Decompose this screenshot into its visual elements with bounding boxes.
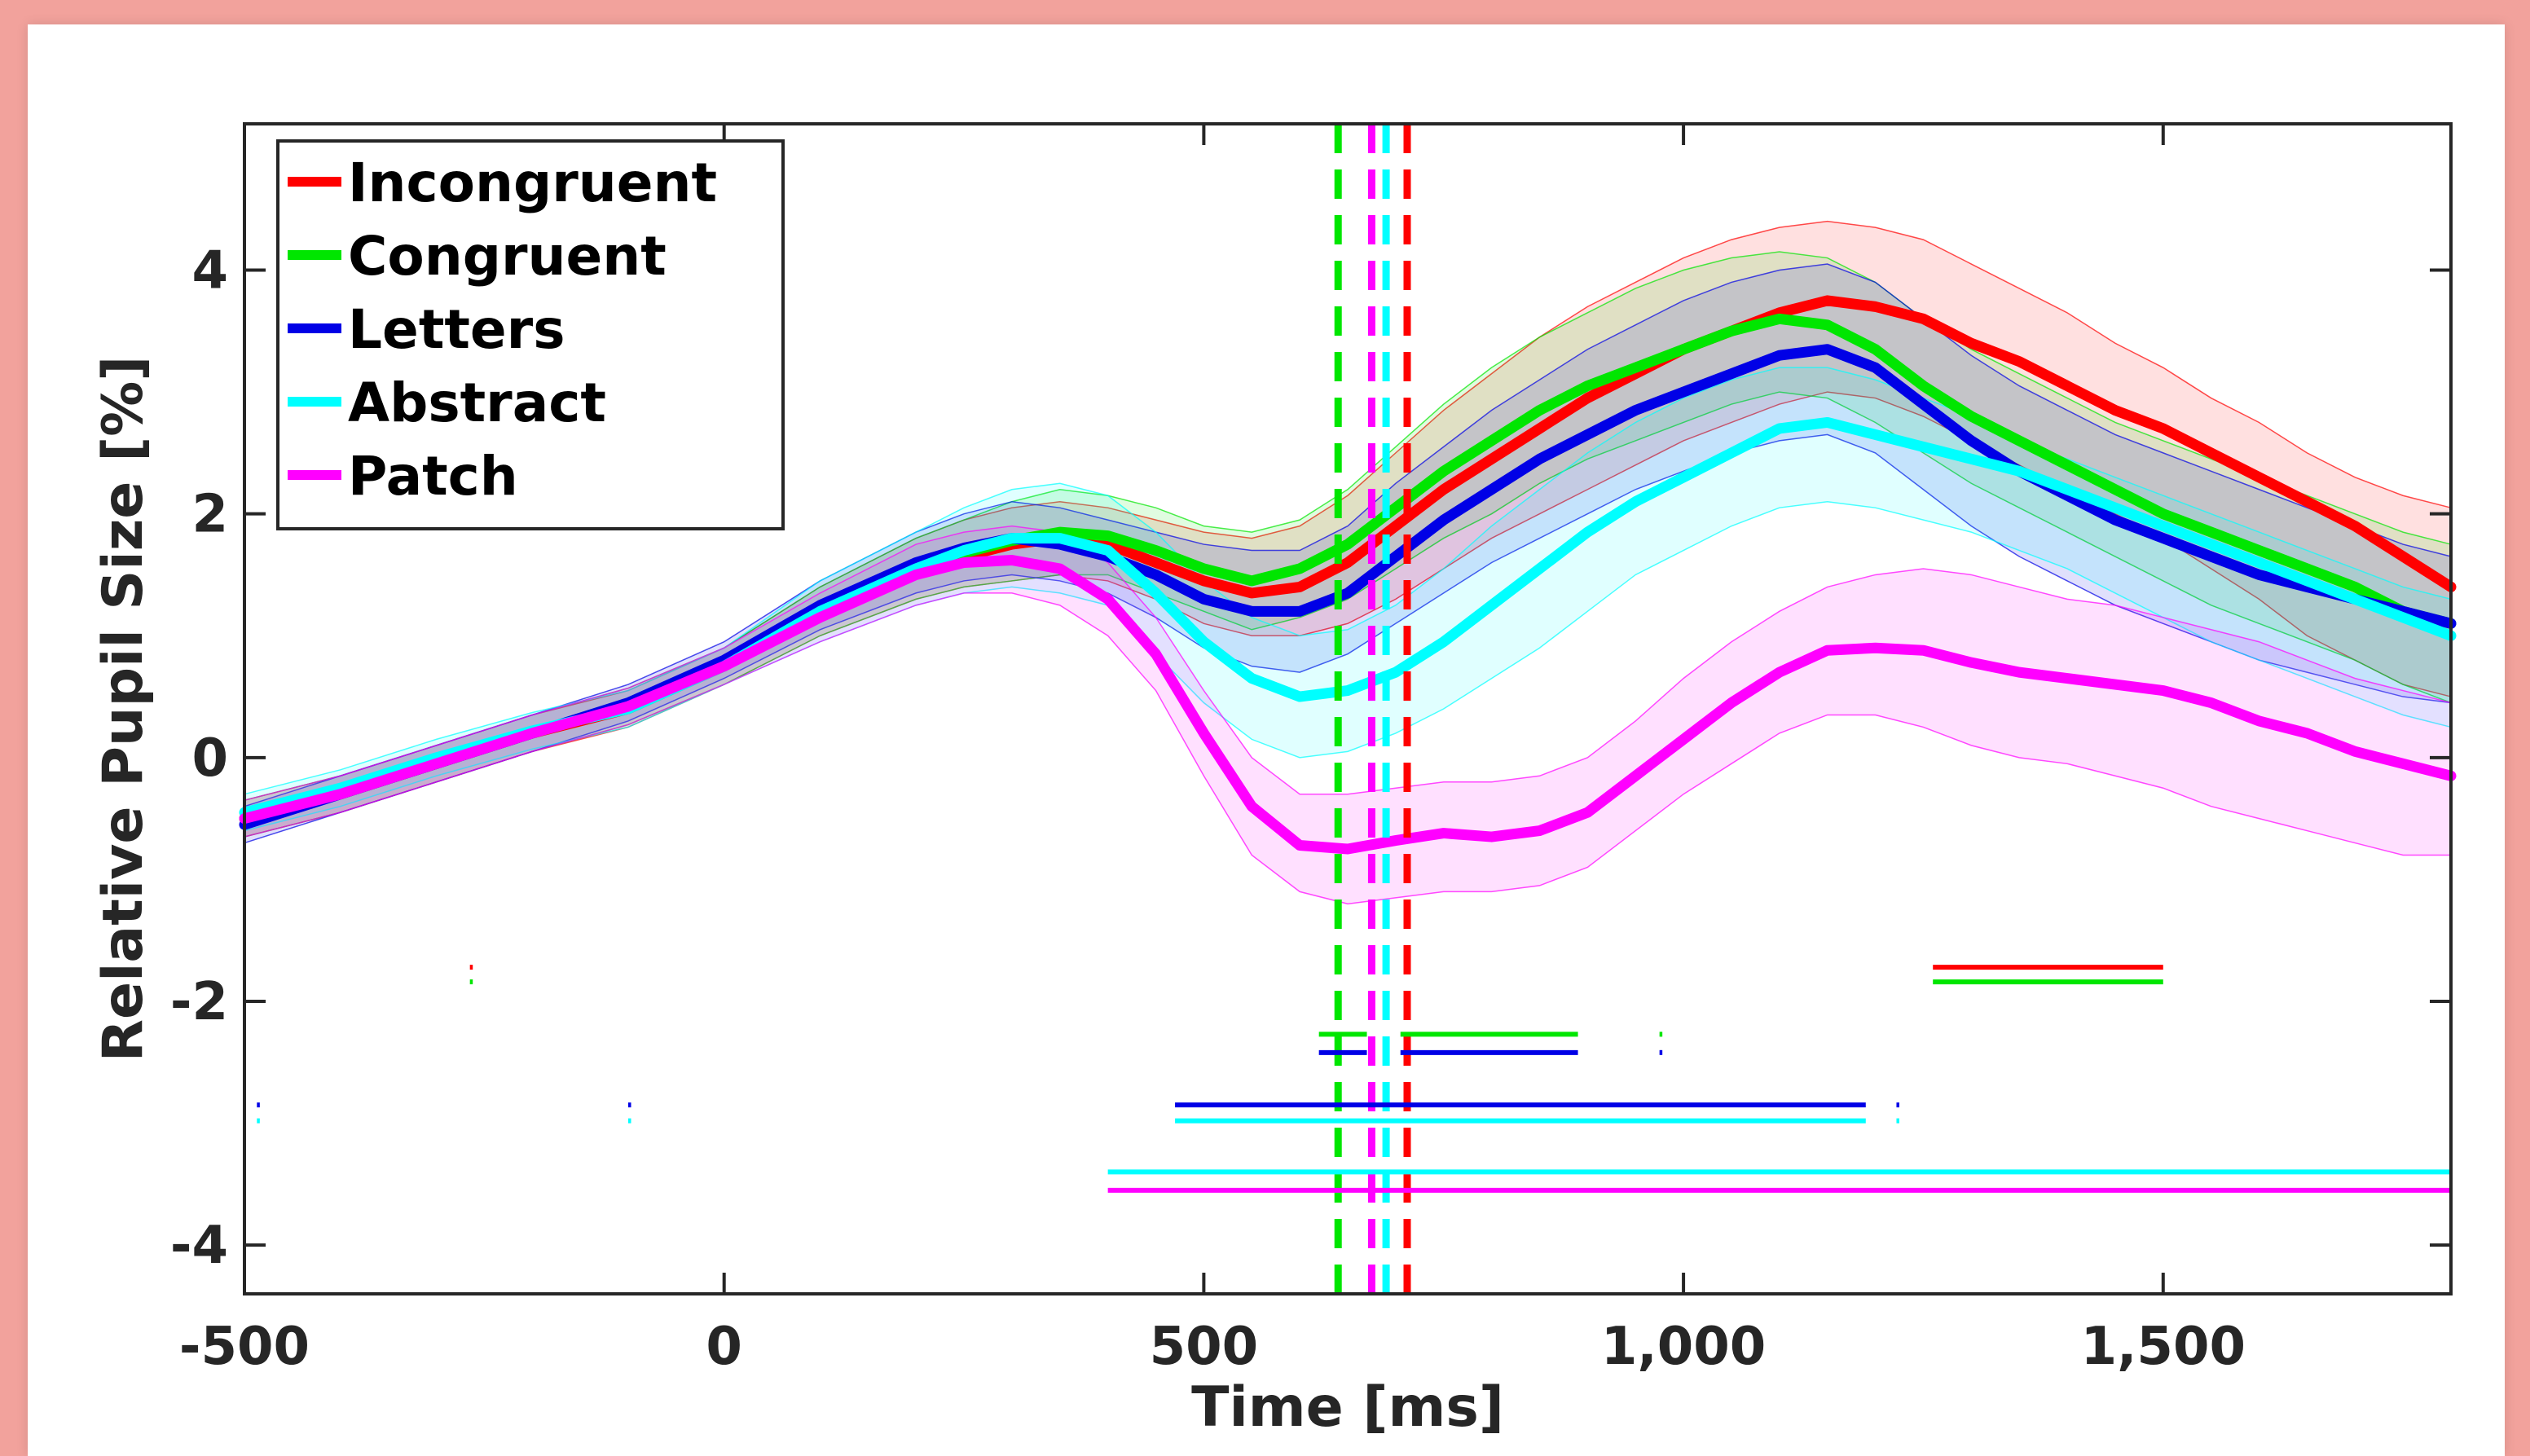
congruent-band-upper-edge — [244, 251, 2452, 801]
x-tick-label: 0 — [706, 1317, 742, 1377]
x-tick-label: 500 — [1150, 1317, 1259, 1377]
incongruent-confidence-band — [244, 221, 2451, 838]
abstract-band-upper-edge — [244, 367, 2452, 795]
patch-band-lower-edge — [244, 592, 2451, 905]
legend-box — [276, 139, 785, 530]
congruent-band-lower-edge — [244, 391, 2452, 838]
x-tick-label: 1,500 — [2081, 1317, 2246, 1377]
x-axis-title: Time [ms] — [1191, 1375, 1504, 1440]
x-tick-label: -500 — [179, 1317, 310, 1377]
legend-label-incongruent: Incongruent — [348, 152, 717, 214]
legend-label-congruent: Congruent — [348, 225, 667, 288]
legend: Incongruent Congruent Letters Abstract Patch — [276, 139, 785, 530]
x-tick-label: 1,000 — [1601, 1317, 1766, 1377]
y-tick-label: -2 — [170, 972, 228, 1032]
abstract-confidence-band — [244, 367, 2451, 831]
y-tick-label: 4 — [191, 241, 228, 301]
significance-bars — [257, 965, 2451, 1193]
y-tick-label: -4 — [170, 1216, 228, 1276]
plot-area-border — [243, 122, 2453, 1295]
figure-panel: -500 0 500 1,000 1,500 -4 -2 0 2 4 Time [ms] Rela… — [28, 24, 2505, 1456]
legend-label-abstract: Abstract — [348, 372, 606, 434]
y-axis-title: Relative Pupil Size [%] — [91, 356, 156, 1062]
legend-label-letters: Letters — [348, 298, 565, 361]
onset-markers — [1334, 124, 1411, 1294]
y-tick-label: 2 — [191, 485, 228, 545]
patch-band-upper-edge — [244, 525, 2452, 801]
patch-series-line — [239, 555, 2457, 855]
legend-label-patch: Patch — [348, 445, 518, 508]
letters-series-line — [239, 344, 2457, 830]
series-lines — [239, 295, 2457, 855]
axis-ticks: -500 0 500 1,000 1,500 -4 -2 0 2 4 — [170, 124, 2451, 1377]
letters-confidence-band — [244, 264, 2451, 843]
pupil-size-chart: -500 0 500 1,000 1,500 -4 -2 0 2 4 Time [ms] Rela… — [91, 122, 2457, 1440]
y-tick-label: 0 — [191, 728, 228, 789]
abstract-series-line — [239, 416, 2457, 818]
letters-band-lower-edge — [244, 433, 2452, 844]
